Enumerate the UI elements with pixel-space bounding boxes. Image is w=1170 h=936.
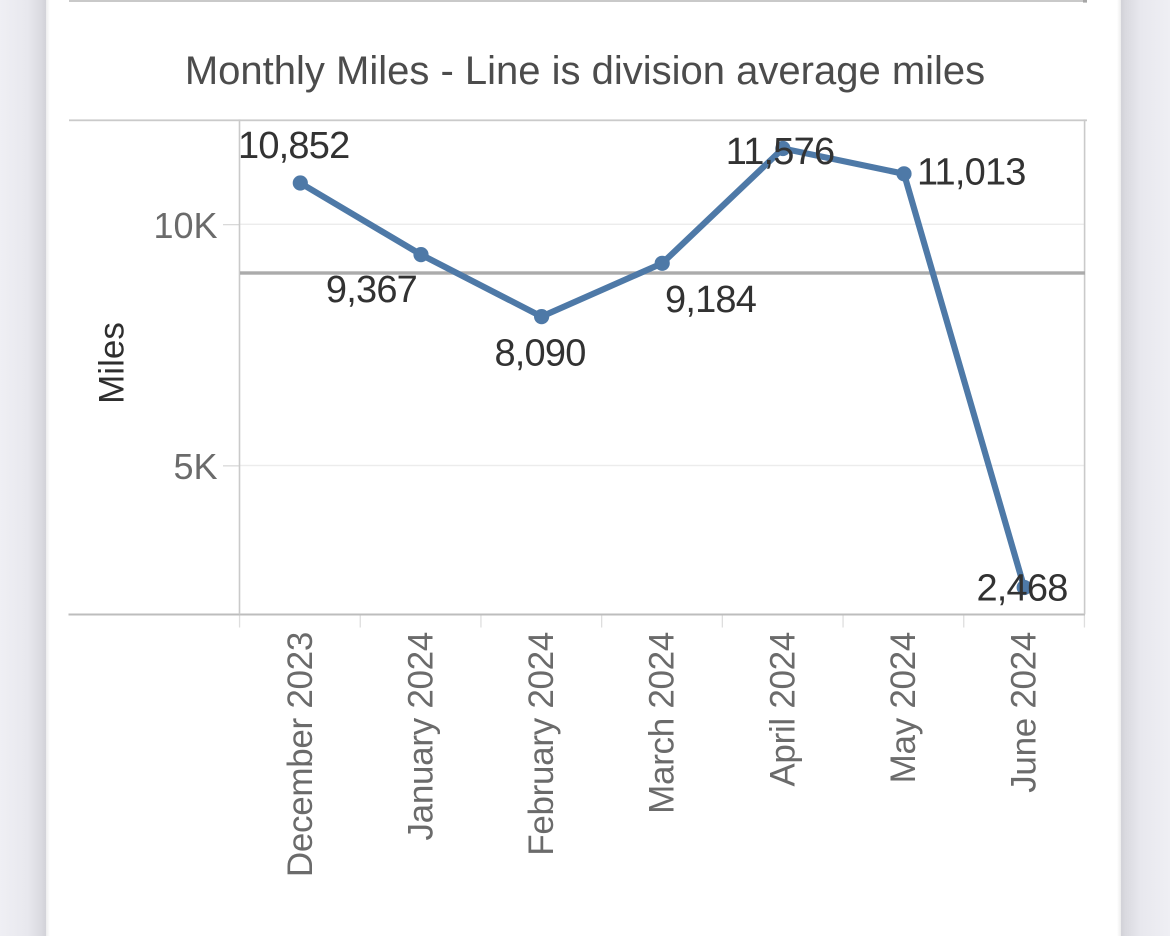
svg-text:Monthly Miles - Line is divisi: Monthly Miles - Line is division average…: [185, 49, 985, 93]
svg-text:May 2024: May 2024: [884, 632, 923, 783]
svg-text:8,090: 8,090: [494, 333, 585, 375]
svg-text:11,576: 11,576: [726, 131, 835, 173]
svg-text:9,367: 9,367: [326, 269, 417, 311]
svg-text:Miles: Miles: [93, 322, 132, 404]
svg-text:March 2024: March 2024: [643, 632, 682, 814]
svg-text:10,852: 10,852: [238, 125, 349, 167]
svg-text:10K: 10K: [153, 205, 217, 246]
svg-text:5K: 5K: [173, 446, 217, 487]
svg-text:9,184: 9,184: [665, 279, 757, 321]
svg-text:2,468: 2,468: [976, 568, 1067, 610]
svg-text:April 2024: April 2024: [763, 632, 802, 787]
svg-text:December 2023: December 2023: [281, 632, 320, 877]
svg-text:June 2024: June 2024: [1005, 632, 1044, 793]
svg-text:11,013: 11,013: [917, 152, 1026, 194]
svg-text:January 2024: January 2024: [402, 632, 441, 841]
svg-text:February 2024: February 2024: [522, 632, 561, 856]
